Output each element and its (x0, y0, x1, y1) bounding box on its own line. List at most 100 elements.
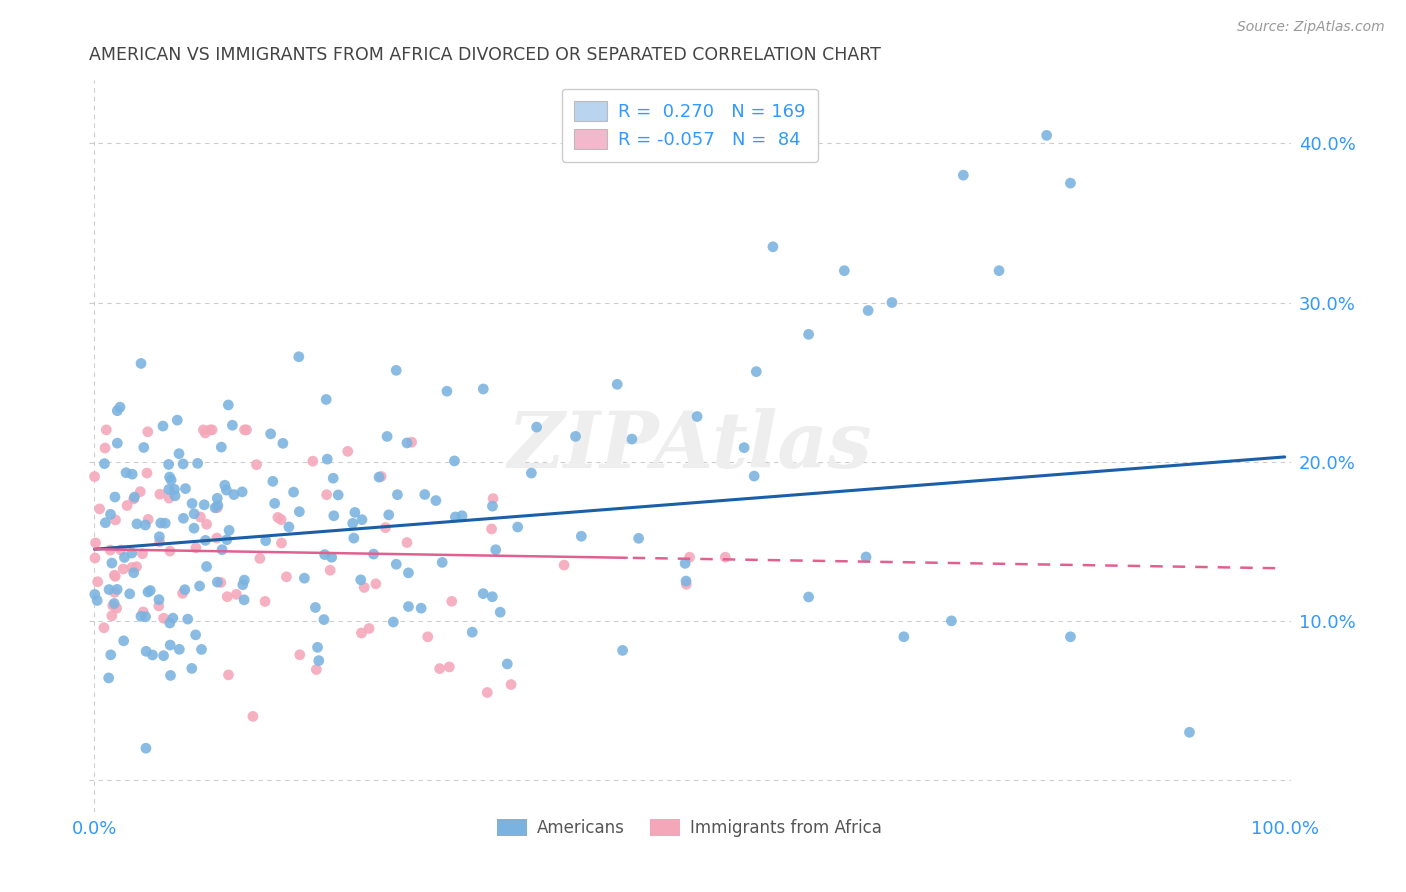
Point (183, 521, 205, 535)
Point (204, 500, 226, 515)
Point (429, 662, 451, 676)
Point (481, 522, 503, 536)
Point (131, 547, 153, 561)
Point (375, 429, 398, 443)
Point (315, 488, 337, 502)
Point (368, 470, 391, 484)
Point (159, 470, 181, 484)
Point (115, 499, 138, 513)
Point (342, 516, 364, 531)
Point (148, 534, 170, 549)
Point (322, 471, 344, 485)
Point (249, 551, 271, 566)
Point (357, 622, 380, 636)
Point (675, 574, 697, 588)
Point (207, 575, 229, 590)
Point (163, 483, 186, 497)
Point (135, 609, 157, 624)
Point (209, 575, 232, 590)
Point (277, 520, 299, 534)
Point (149, 516, 172, 530)
Point (321, 550, 343, 565)
Point (569, 529, 592, 543)
Legend: Americans, Immigrants from Africa: Americans, Immigrants from Africa (491, 813, 889, 844)
Point (207, 491, 229, 506)
Point (411, 601, 433, 615)
Point (443, 454, 465, 468)
Point (104, 569, 127, 583)
Point (98, 582, 121, 597)
Point (193, 498, 215, 512)
Point (112, 550, 135, 565)
Point (93, 457, 115, 471)
Point (184, 541, 207, 555)
Point (499, 677, 522, 691)
Point (86, 574, 108, 589)
Point (254, 594, 277, 608)
Point (83, 469, 105, 483)
Point (105, 403, 128, 417)
Point (169, 642, 191, 657)
Point (166, 413, 188, 427)
Point (301, 454, 323, 468)
Point (271, 436, 294, 450)
Point (489, 605, 512, 619)
Point (136, 512, 159, 526)
Point (105, 582, 128, 597)
Point (733, 441, 755, 455)
Point (425, 493, 447, 508)
Point (108, 400, 131, 414)
Point (217, 398, 239, 412)
Point (242, 709, 264, 723)
Point (461, 625, 484, 640)
Point (157, 458, 180, 472)
Point (520, 466, 543, 480)
Point (160, 473, 183, 487)
Point (152, 648, 174, 663)
Point (125, 516, 148, 531)
Point (84, 536, 107, 550)
Point (506, 520, 529, 534)
Point (350, 626, 373, 640)
Point (472, 587, 495, 601)
Point (396, 566, 419, 580)
Point (222, 487, 245, 501)
Point (135, 644, 157, 658)
Point (118, 587, 141, 601)
Point (686, 409, 709, 424)
Point (132, 441, 155, 455)
Point (276, 570, 298, 584)
Point (245, 458, 267, 472)
Point (432, 555, 454, 569)
Point (174, 482, 197, 496)
Point (283, 485, 305, 500)
Point (526, 420, 548, 434)
Point (148, 592, 170, 607)
Point (167, 447, 190, 461)
Point (112, 562, 135, 576)
Point (195, 517, 218, 532)
Point (714, 550, 737, 565)
Point (195, 559, 218, 574)
Point (103, 585, 125, 599)
Point (350, 573, 373, 587)
Point (481, 499, 503, 513)
Point (217, 668, 239, 682)
Point (159, 544, 181, 558)
Point (233, 573, 256, 587)
Point (1035, 128, 1057, 143)
Point (187, 456, 209, 470)
Point (444, 510, 467, 524)
Point (96, 423, 118, 437)
Point (377, 508, 399, 522)
Point (115, 466, 138, 480)
Point (173, 582, 195, 597)
Text: Source: ZipAtlas.com: Source: ZipAtlas.com (1237, 20, 1385, 34)
Point (103, 597, 125, 611)
Point (319, 563, 342, 577)
Point (190, 642, 212, 657)
Point (221, 418, 243, 433)
Point (94, 516, 117, 530)
Point (201, 423, 224, 437)
Point (159, 638, 181, 652)
